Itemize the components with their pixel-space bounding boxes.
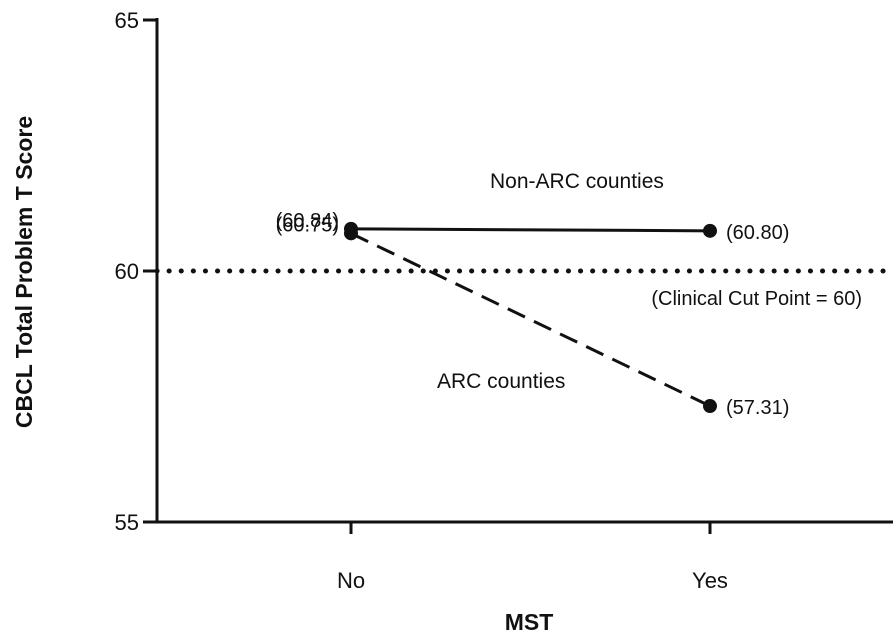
- data-label: (60.80): [726, 222, 789, 244]
- data-label: (57.31): [726, 397, 789, 419]
- data-point: [344, 226, 358, 241]
- data-label: (60.84): [276, 210, 339, 232]
- plot-area: 55 60 65 No Yes (Clinical Cut Point = 60) (60.…: [115, 8, 893, 593]
- y-tick-label: 60: [115, 259, 139, 284]
- y-axis-title: CBCL Total Problem T Score: [11, 116, 37, 428]
- series-label: Non-ARC counties: [490, 170, 664, 193]
- x-tick-label: Yes: [692, 568, 728, 593]
- data-point: [703, 399, 717, 414]
- data-label: (60.75): [276, 214, 339, 236]
- series-line-1: [350, 231, 711, 408]
- reference-line-label: (Clinical Cut Point = 60): [651, 288, 862, 310]
- data-point: [703, 223, 717, 238]
- x-axis-title: MST: [505, 609, 554, 635]
- x-tick-label: No: [337, 568, 365, 593]
- series-line-0: [350, 227, 711, 233]
- y-tick-label: 65: [115, 8, 139, 33]
- series-label: ARC counties: [437, 370, 565, 393]
- y-tick-label: 55: [115, 510, 139, 535]
